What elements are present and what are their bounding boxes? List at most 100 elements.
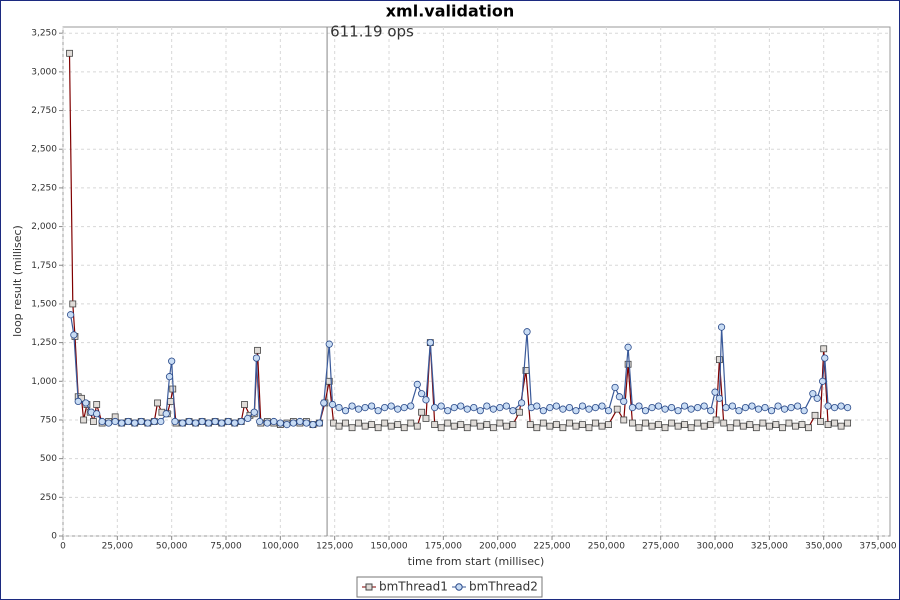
point	[167, 398, 174, 405]
point	[483, 421, 491, 429]
point	[809, 390, 817, 398]
point	[754, 405, 763, 413]
point	[90, 418, 97, 425]
point	[635, 424, 643, 432]
point	[674, 407, 682, 415]
point	[707, 421, 715, 429]
point	[320, 399, 328, 407]
annotation-label: 611.19 ops	[330, 23, 414, 41]
point	[830, 403, 839, 412]
point	[805, 424, 812, 432]
point	[98, 417, 106, 426]
point	[707, 407, 715, 415]
point	[767, 407, 776, 415]
point	[811, 411, 819, 419]
x-tick-label: 200,000	[479, 542, 516, 552]
point	[792, 422, 799, 430]
point	[93, 410, 101, 418]
y-tick-label: 0	[51, 532, 57, 542]
point	[598, 422, 606, 430]
point	[624, 343, 632, 351]
point	[824, 421, 832, 429]
point	[283, 421, 291, 429]
point	[526, 421, 534, 429]
point	[591, 403, 600, 412]
point	[70, 331, 78, 339]
point	[341, 407, 350, 415]
point	[717, 323, 726, 331]
point	[270, 417, 278, 426]
point	[124, 417, 132, 426]
point	[566, 419, 573, 427]
point	[394, 405, 402, 413]
point	[437, 424, 445, 432]
legend-label: bmThread2	[469, 580, 538, 594]
x-tick-label: 375,000	[859, 542, 896, 552]
point	[118, 419, 126, 427]
point	[821, 354, 829, 362]
point	[546, 422, 554, 430]
point	[759, 419, 767, 427]
point	[748, 402, 756, 410]
point	[254, 346, 261, 354]
point	[629, 419, 636, 427]
point	[837, 422, 845, 430]
point	[144, 419, 152, 427]
point	[80, 416, 88, 424]
point	[620, 397, 628, 406]
point	[296, 417, 304, 426]
point	[502, 402, 510, 410]
x-tick-label: 25,000	[102, 542, 134, 552]
point	[641, 407, 650, 415]
x-tick-label: 325,000	[751, 542, 788, 552]
point	[250, 408, 258, 416]
point	[457, 402, 465, 410]
point	[237, 417, 245, 426]
point	[205, 419, 213, 427]
point	[715, 394, 723, 402]
point	[69, 300, 77, 308]
point	[585, 405, 593, 413]
point	[431, 421, 439, 429]
point	[668, 419, 675, 427]
point	[256, 417, 264, 426]
point	[348, 424, 356, 432]
point	[328, 400, 337, 409]
point	[302, 419, 311, 427]
point	[489, 424, 497, 432]
point	[715, 356, 723, 364]
point	[720, 419, 728, 427]
point	[728, 402, 737, 410]
point	[624, 360, 632, 368]
point	[509, 407, 517, 415]
point	[837, 402, 845, 410]
x-tick-label: 250,000	[588, 542, 625, 552]
point	[572, 422, 580, 430]
point	[185, 417, 193, 426]
point	[794, 402, 802, 410]
point	[457, 421, 465, 429]
point	[244, 414, 252, 423]
point	[93, 401, 101, 408]
point	[162, 410, 170, 418]
point	[700, 422, 708, 430]
point	[252, 354, 261, 362]
point	[628, 403, 637, 412]
point	[476, 422, 484, 430]
point	[289, 419, 297, 427]
point	[661, 424, 669, 432]
point	[335, 403, 343, 412]
point	[572, 407, 580, 415]
point	[413, 380, 421, 388]
point	[418, 390, 426, 398]
x-tick-label: 275,000	[642, 542, 679, 552]
point	[533, 424, 541, 432]
point	[191, 419, 200, 427]
y-tick-label: 500	[40, 454, 57, 464]
point	[620, 416, 628, 424]
point	[687, 424, 695, 432]
point	[444, 419, 452, 427]
point	[819, 377, 827, 385]
point	[218, 419, 226, 427]
